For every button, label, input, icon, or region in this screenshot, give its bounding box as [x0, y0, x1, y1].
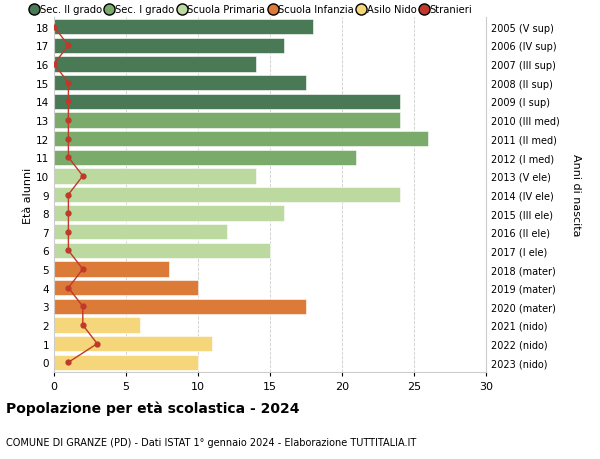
Bar: [54, 280, 198, 296]
Y-axis label: Età alunni: Età alunni: [23, 167, 33, 223]
Bar: [54, 299, 306, 314]
Y-axis label: Anni di nascita: Anni di nascita: [571, 154, 581, 236]
Bar: [54, 187, 400, 203]
Bar: [54, 224, 227, 240]
Bar: [54, 150, 356, 166]
Bar: [54, 95, 400, 110]
Bar: [54, 57, 256, 73]
Bar: [54, 39, 284, 54]
Bar: [54, 169, 256, 184]
Bar: [54, 132, 428, 147]
Bar: [54, 355, 198, 370]
Text: Popolazione per età scolastica - 2024: Popolazione per età scolastica - 2024: [6, 401, 299, 415]
Bar: [54, 243, 270, 258]
Bar: [54, 336, 212, 352]
Bar: [54, 262, 169, 277]
Bar: [54, 76, 306, 91]
Bar: [54, 113, 400, 129]
Legend: Sec. II grado, Sec. I grado, Scuola Primaria, Scuola Infanzia, Asilo Nido, Stran: Sec. II grado, Sec. I grado, Scuola Prim…: [32, 5, 472, 15]
Text: COMUNE DI GRANZE (PD) - Dati ISTAT 1° gennaio 2024 - Elaborazione TUTTITALIA.IT: COMUNE DI GRANZE (PD) - Dati ISTAT 1° ge…: [6, 437, 416, 448]
Bar: [54, 318, 140, 333]
Bar: [54, 206, 284, 221]
Bar: [54, 20, 313, 35]
